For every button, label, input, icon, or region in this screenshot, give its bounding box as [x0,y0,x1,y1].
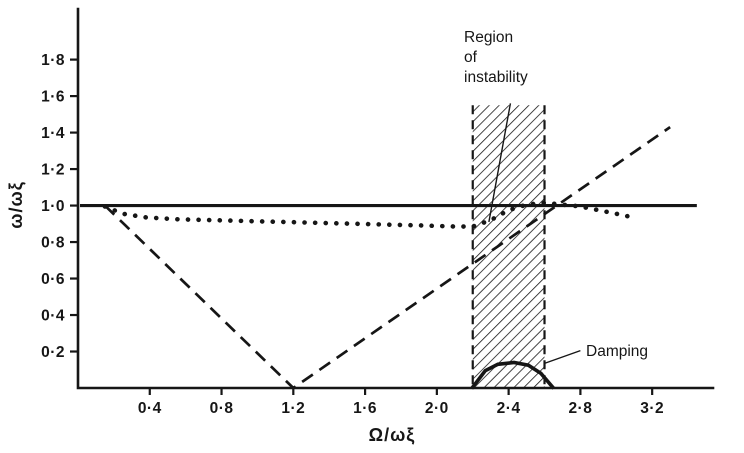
y-tick-label: 1·8 [41,52,65,69]
x-tick-label: 2·0 [425,400,449,417]
damping-leader-line [544,349,581,365]
x-tick-label: 2·8 [568,400,592,417]
region-of-instability-label: Region of instability [464,29,528,86]
series-dashed-v-line [103,126,671,390]
x-axis-label: Ω/ωξ [369,425,416,446]
y-tick-label: 0·2 [41,344,65,361]
y-tick-label: 1·6 [41,89,65,106]
x-tick-label: 0·4 [138,400,162,417]
region-leader-line [488,103,512,223]
instability-hatch-fill [472,105,545,388]
y-tick-label: 1·2 [41,162,65,179]
x-tick-label: 0·8 [210,400,234,417]
y-tick-label: 0·6 [41,271,65,288]
axes: 0·4 0·8 1·2 1·6 2·0 2·4 2·8 3·2 0·2 0·4 0·6 0·8 1·0 1… [41,7,715,417]
instability-region-band [471,105,546,388]
annotation-leaders [488,103,581,365]
y-axis-label: ω/ωξ [6,181,27,228]
x-tick-label: 1·6 [353,400,377,417]
y-tick-label: 0·8 [41,235,65,252]
y-tick-label: 1·0 [41,198,65,215]
data-series [79,126,697,390]
axis-frame [76,7,715,390]
x-tick-label: 3·2 [640,400,664,417]
x-tick-label: 1·2 [281,400,305,417]
series-dotted-frequency-curve [102,200,632,229]
series-damping-curve [470,360,556,390]
y-tick-label: 0·4 [41,308,65,325]
y-tick-label: 1·4 [41,125,65,142]
x-tick-label: 2·4 [497,400,521,417]
damping-label: Damping [586,343,648,360]
